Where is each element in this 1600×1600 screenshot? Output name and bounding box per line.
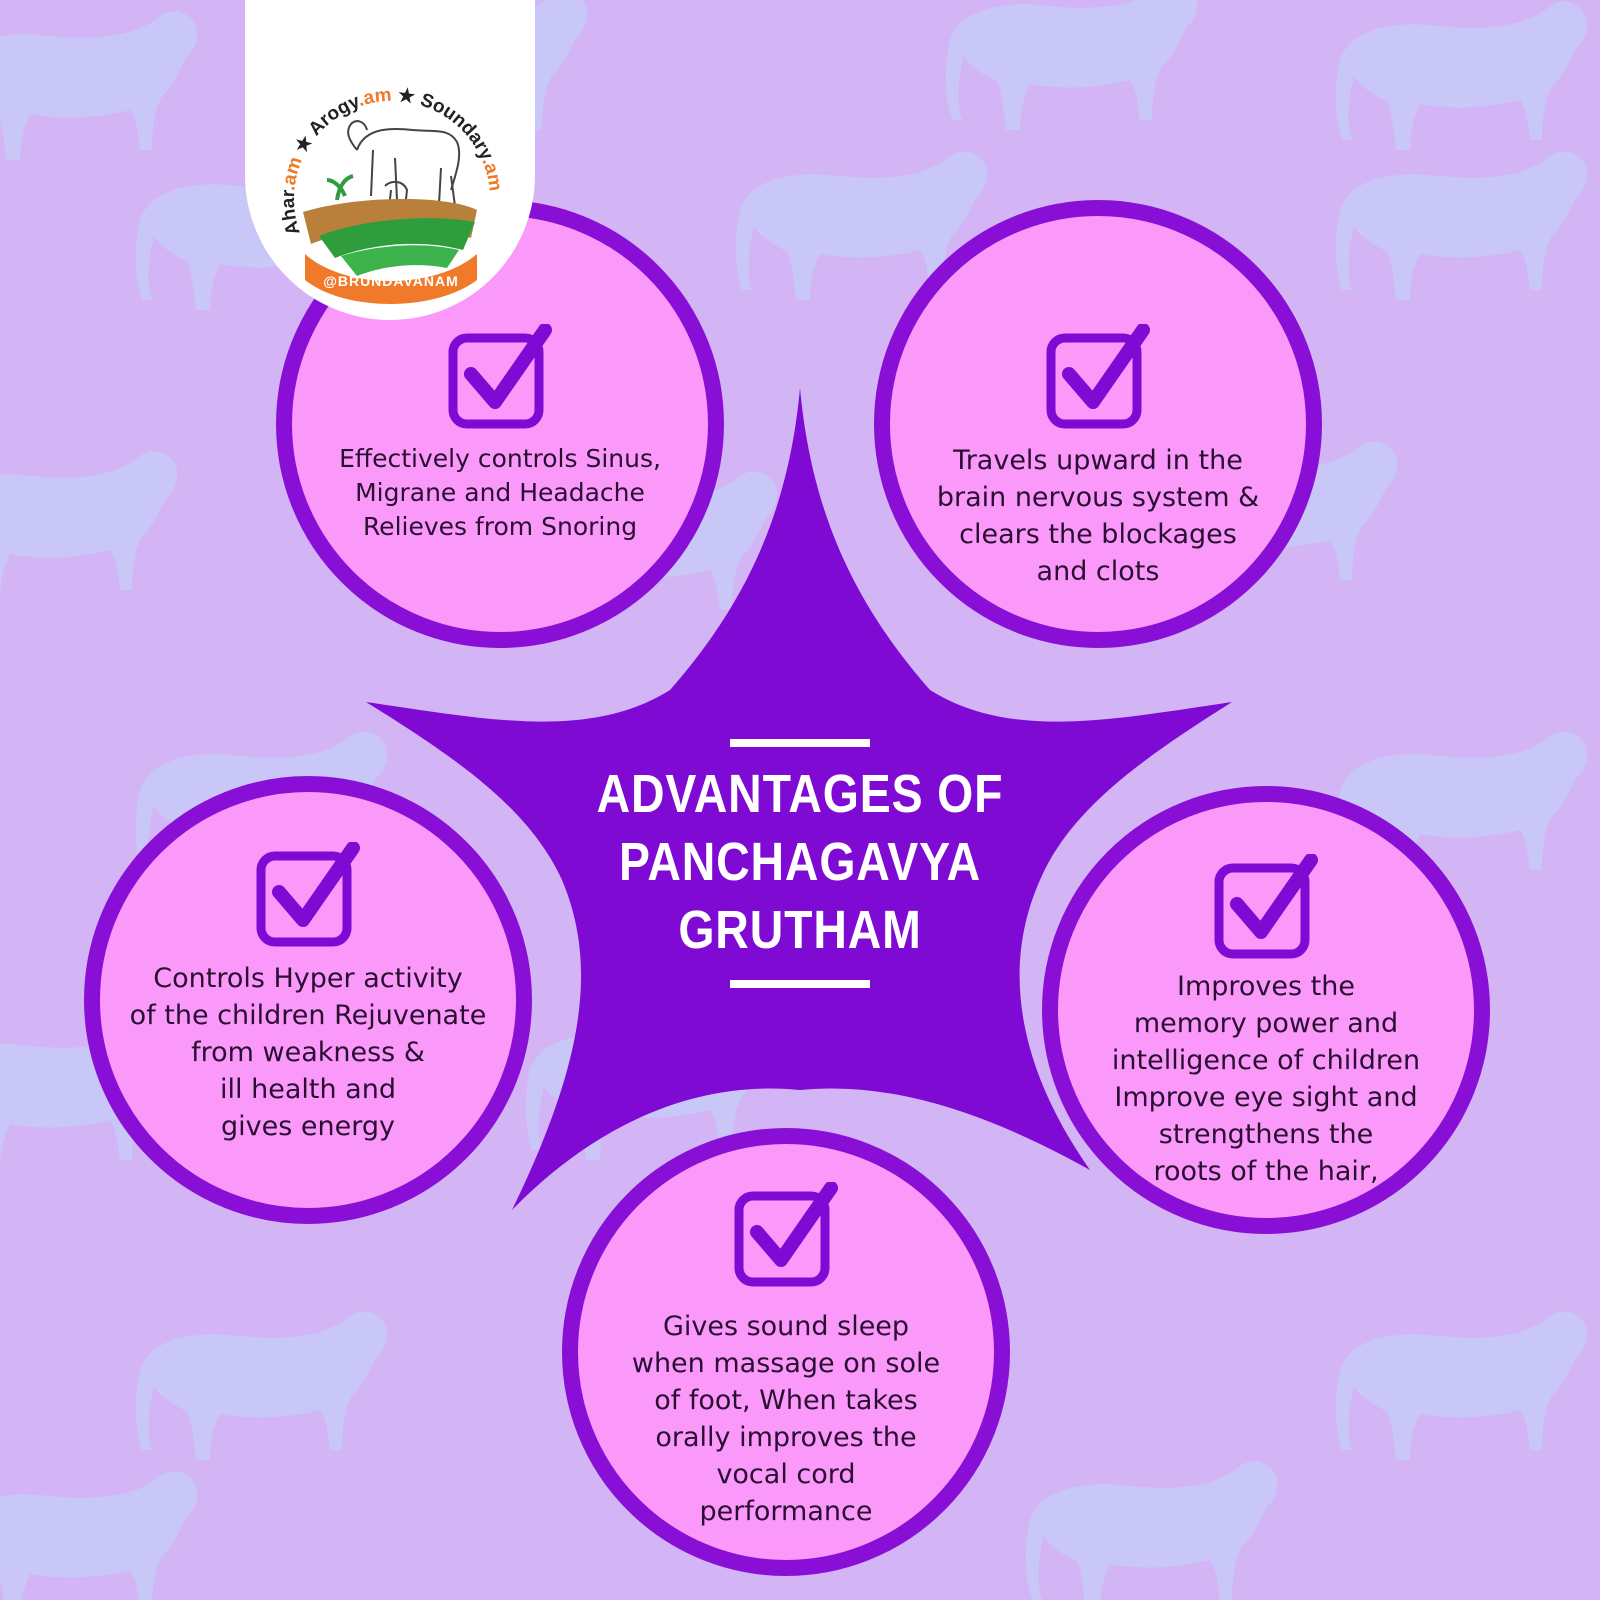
brand-logo: Ahar.am ★ Arogy.am ★ Soundary.am @BRUNDA… (278, 85, 506, 304)
benefit-circle-sleep: Gives sound sleep when massage on sole o… (562, 1128, 1010, 1576)
benefit-text: Improves the memory power and intelligen… (1111, 971, 1421, 1187)
checkbox-check-icon (1214, 854, 1318, 959)
title-rule-bottom (730, 980, 870, 988)
benefit-circle-memory: Improves the memory power and intelligen… (1042, 786, 1490, 1234)
benefit-text: Effectively controls Sinus, Migrane and … (339, 444, 661, 541)
brand-logo-card: Ahar.am ★ Arogy.am ★ Soundary.am @BRUNDA… (245, 0, 535, 320)
checkbox-check-icon (1046, 324, 1150, 429)
logo-ribbon-text: @BRUNDAVANAM (323, 273, 459, 289)
benefit-circle-hyperactivity: Controls Hyper activity of the children … (84, 776, 532, 1224)
benefit-text: Travels upward in the brain nervous syst… (936, 445, 1260, 587)
cow-illustration (347, 120, 461, 209)
page-title: ADVANTAGES OF PANCHAGAVYA GRUTHAM (596, 764, 1004, 960)
benefit-text: Controls Hyper activity of the children … (129, 963, 487, 1142)
checkbox-check-icon (734, 1182, 838, 1287)
benefit-circle-nervous-system: Travels upward in the brain nervous syst… (874, 200, 1322, 648)
title-rule-top (730, 739, 870, 747)
checkbox-check-icon (256, 842, 360, 947)
checkbox-check-icon (448, 324, 552, 429)
benefit-text: Gives sound sleep when massage on sole o… (631, 1311, 941, 1527)
